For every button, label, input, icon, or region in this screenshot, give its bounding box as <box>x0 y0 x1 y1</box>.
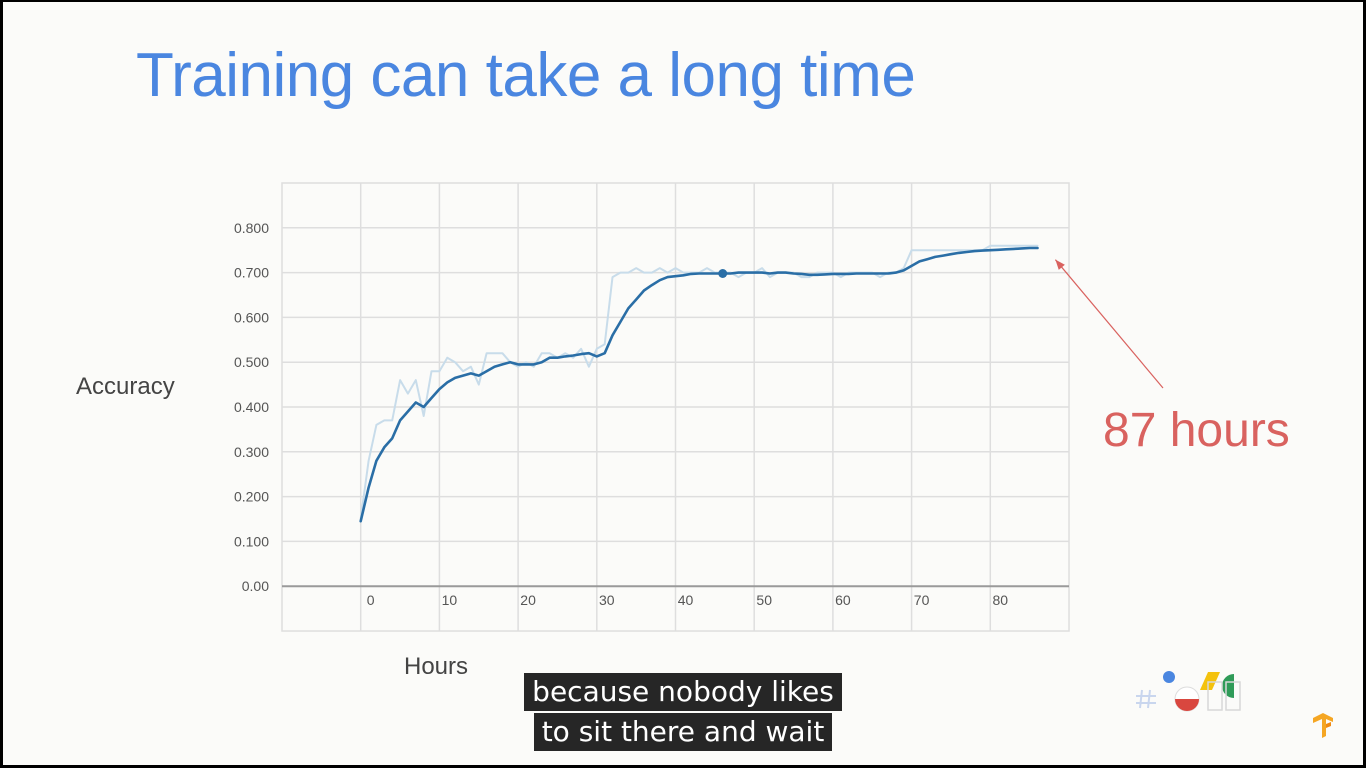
subtitle-caption: because nobody likes to sit there and wa… <box>0 672 1366 752</box>
x-tick-label: 70 <box>914 592 930 608</box>
chart-grid <box>281 182 1070 632</box>
duration-callout: 87 hours <box>1103 404 1290 457</box>
y-tick-label: 0.200 <box>234 489 269 505</box>
x-tick-label: 40 <box>678 592 694 608</box>
slide: Training can take a long time Accuracy H… <box>3 2 1363 765</box>
y-tick-label: 0.800 <box>234 220 269 236</box>
y-tick-label: 0.600 <box>234 309 269 325</box>
y-axis-label: Accuracy <box>76 373 175 400</box>
chart-ticks: 0.00 0.100 0.200 0.300 0.400 0.500 0.600 0.700 0… <box>234 220 1008 608</box>
y-tick-label: 0.00 <box>242 578 269 594</box>
callout-arrow <box>1054 259 1164 389</box>
y-tick-label: 0.400 <box>234 399 269 415</box>
chart-annotation <box>1054 259 1164 389</box>
x-axis-label: Hours <box>404 653 469 680</box>
caption-line-1: because nobody likes <box>524 673 842 711</box>
x-tick-label: 20 <box>520 592 536 608</box>
smoothed-accuracy-line <box>359 246 1039 523</box>
x-tick-label: 50 <box>756 592 772 608</box>
chart-lines <box>359 244 1039 523</box>
y-tick-label: 0.500 <box>234 354 269 370</box>
raw-accuracy-line <box>359 244 1039 520</box>
google-io-logo <box>1136 671 1241 712</box>
caption-line-2: to sit there and wait <box>533 713 833 751</box>
callout-arrowhead <box>1055 259 1065 270</box>
y-tick-label: 0.300 <box>234 444 269 460</box>
x-tick-label: 80 <box>993 592 1009 608</box>
y-tick-label: 0.700 <box>234 265 269 281</box>
x-tick-label: 10 <box>442 592 458 608</box>
x-tick-label: 60 <box>835 592 851 608</box>
tensorflow-logo <box>1313 713 1333 738</box>
y-tick-label: 0.100 <box>234 533 269 549</box>
slide-title: Training can take a long time <box>136 41 916 110</box>
x-tick-label: 0 <box>367 592 375 608</box>
x-tick-label: 30 <box>599 592 615 608</box>
highlight-point <box>718 268 728 278</box>
